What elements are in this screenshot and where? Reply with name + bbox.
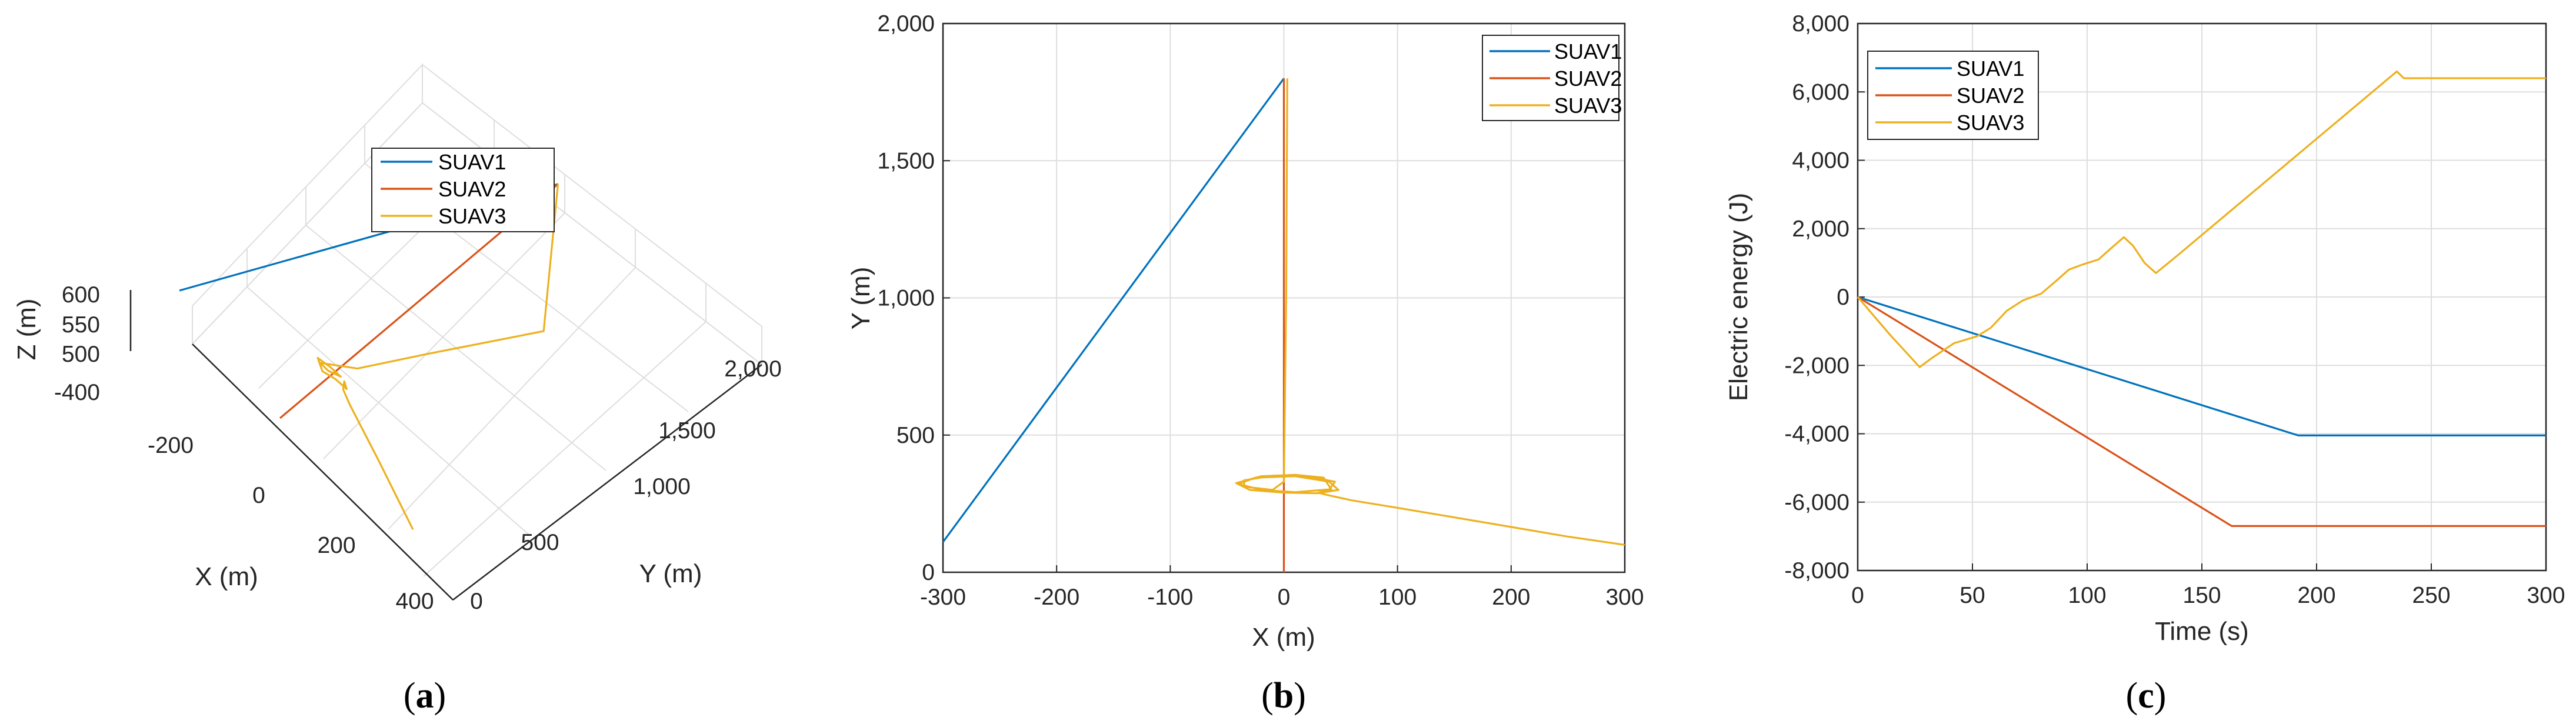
panel-a-y-tick: 1,000 (633, 474, 691, 499)
panel-c-y-tick: -6,000 (1784, 490, 1849, 515)
panel-c-x-tick: 50 (1960, 583, 1985, 608)
panel-a-z-label: Z (m) (12, 298, 41, 360)
panel-c-x-tick: 100 (2068, 583, 2106, 608)
panel-b-y-tick: 1,500 (877, 148, 935, 174)
panel-b-xy-trajectory: -300 -200 -100 0 100 200 300 0 500 1,000 1,500 2,00… (847, 11, 1644, 716)
panel-c-y-tick: -4,000 (1784, 422, 1849, 447)
panel-b-y-tick: 2,000 (877, 11, 935, 36)
panel-b-x-tick: -100 (1147, 585, 1193, 610)
panel-b-legend-box (1482, 35, 1619, 121)
panel-a-lines (179, 183, 559, 531)
panel-a-x-tick: 400 (395, 589, 434, 614)
panel-c-y-tick: -8,000 (1784, 558, 1849, 583)
panel-b-x-tick: 200 (1492, 585, 1530, 610)
panel-a-x-tick: 0 (252, 483, 265, 508)
panel-b-x-tick: -300 (920, 585, 966, 610)
panel-b-lines (942, 78, 1625, 572)
panel-b-legend-label-suav1: SUAV1 (1554, 39, 1622, 64)
panel-b-x-tick: 0 (1278, 585, 1291, 610)
panel-a-z-tick: 600 (62, 282, 100, 308)
panel-a-x-axis (192, 343, 454, 600)
panel-b-x-tick: -200 (1034, 585, 1079, 610)
panel-a-y-axis (452, 364, 762, 600)
panel-a-legend-label-suav2: SUAV2 (438, 177, 506, 201)
panel-b-legend-label-suav2: SUAV2 (1554, 66, 1622, 91)
panel-c-x-label: Time (s) (2155, 617, 2249, 646)
panel-c-series-suav3 (1857, 70, 2546, 368)
panel-c-legend-label-suav3: SUAV3 (1957, 111, 2024, 135)
panel-a-z-tick: 550 (62, 312, 100, 338)
panel-a-z-tick: -400 (54, 380, 100, 405)
panel-c-legend-label-suav1: SUAV1 (1957, 56, 2024, 81)
panel-a-legend: SUAV1 SUAV2 SUAV3 (371, 148, 555, 232)
panel-b-caption: (b) (1261, 676, 1306, 716)
panel-c-lines (1857, 70, 2546, 528)
panel-b-legend: SUAV1 SUAV2 SUAV3 (1482, 35, 1622, 121)
panel-a-axes (129, 290, 762, 600)
panel-a-x-label: X (m) (195, 562, 258, 591)
panel-a-x-tick: -200 (148, 433, 194, 458)
panel-c-y-label: Electric energy (J) (1724, 193, 1753, 402)
panel-b-x-tick: 300 (1605, 585, 1644, 610)
panel-b-y-tick: 500 (897, 423, 935, 448)
panel-a-x-tick: 200 (317, 533, 355, 558)
panel-a-x-ticks: -200 0 200 400 (148, 433, 434, 614)
panel-c-series-suav1 (1857, 296, 2546, 437)
panel-b-y-label: Y (m) (847, 267, 875, 330)
panel-a-y-tick: 2,000 (724, 356, 782, 382)
panel-a-z-tick: 500 (62, 342, 100, 367)
panel-a-3d-trajectory: -200 0 200 400 0 500 1,000 1,500 2,000 -… (12, 63, 782, 716)
panel-a-series-suav3 (316, 183, 559, 531)
panel-c-x-tick: 300 (2527, 583, 2565, 608)
panel-c-y-tick: 4,000 (1792, 148, 1849, 174)
panel-c-legend-label-suav2: SUAV2 (1957, 84, 2024, 108)
panel-a-legend-label-suav1: SUAV1 (438, 150, 506, 174)
panel-c-x-tick: 200 (2297, 583, 2335, 608)
panel-c-x-tick: 0 (1851, 583, 1864, 608)
panel-c-x-tick: 150 (2182, 583, 2221, 608)
panel-b-x-label: X (m) (1252, 623, 1315, 652)
panel-c-ticks: 0 50 100 150 200 250 300 -8,000 -6,000 -4,000 -2,0… (1784, 11, 2565, 608)
panel-c-series-suav2 (1857, 296, 2546, 528)
panel-b-ticks: -300 -200 -100 0 100 200 300 0 500 1,000 1,500 2,00… (877, 11, 1644, 610)
panel-b-legend-label-suav3: SUAV3 (1554, 94, 1622, 118)
panel-c-energy: 0 50 100 150 200 250 300 -8,000 -6,000 -4,000 -2,0… (1724, 11, 2565, 716)
panel-a-caption: (a) (404, 676, 446, 716)
panel-a-y-ticks: 0 500 1,000 1,500 2,000 (470, 356, 782, 614)
panel-b-y-tick: 1,000 (877, 286, 935, 311)
panel-b-x-tick: 100 (1378, 585, 1417, 610)
panel-a-legend-label-suav3: SUAV3 (438, 204, 506, 228)
panel-b-y-tick: 0 (922, 560, 935, 585)
panel-c-y-tick: 6,000 (1792, 79, 1849, 105)
panel-a-y-label: Y (m) (639, 559, 702, 588)
panel-a-grid (191, 63, 763, 601)
panel-c-y-tick: 8,000 (1792, 11, 1849, 36)
panel-a-y-tick: 500 (521, 530, 559, 555)
panel-c-caption: (c) (2126, 676, 2167, 716)
panel-c-y-tick: 2,000 (1792, 216, 1849, 242)
panel-c-y-tick: -2,000 (1784, 353, 1849, 378)
panel-c-legend: SUAV1 SUAV2 SUAV3 (1867, 51, 2039, 140)
panel-a-z-ticks: -400 500 550 600 (54, 282, 100, 405)
panel-a-y-tick: 1,500 (658, 418, 716, 443)
panel-c-y-tick: 0 (1837, 285, 1849, 310)
panel-b-series-suav3 (1235, 78, 1625, 546)
panel-a-y-tick: 0 (470, 589, 483, 614)
panel-c-x-tick: 250 (2412, 583, 2450, 608)
panel-b-series-suav1 (942, 78, 1285, 543)
